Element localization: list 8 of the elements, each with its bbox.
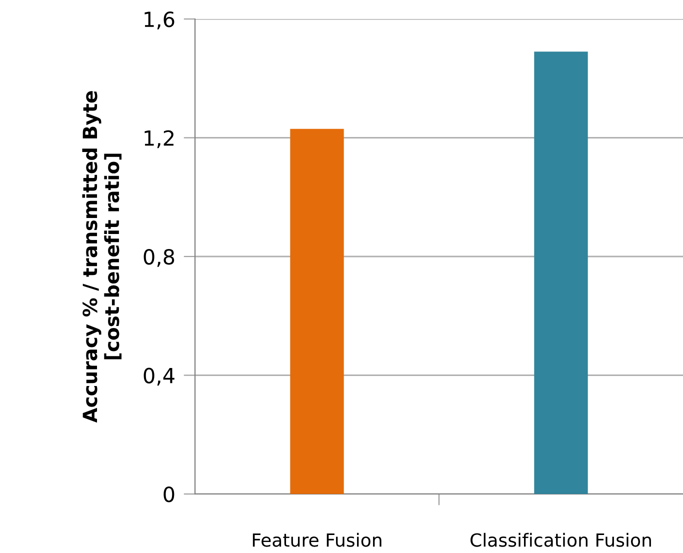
y-tick-label: 0 bbox=[164, 486, 174, 502]
y-tick-label: 0,8 bbox=[144, 248, 174, 267]
y-axis-title: Accuracy % / transmitted Byte [cost-benefit ratio] bbox=[82, 91, 122, 423]
x-tick-label: Classification Fusion bbox=[470, 532, 651, 547]
y-tick-label: 1,6 bbox=[144, 11, 174, 30]
y-tick-label: 1,2 bbox=[144, 130, 174, 148]
x-tick-label: Feature Fusion bbox=[252, 532, 382, 547]
y-tick-label: 0,4 bbox=[144, 368, 174, 386]
